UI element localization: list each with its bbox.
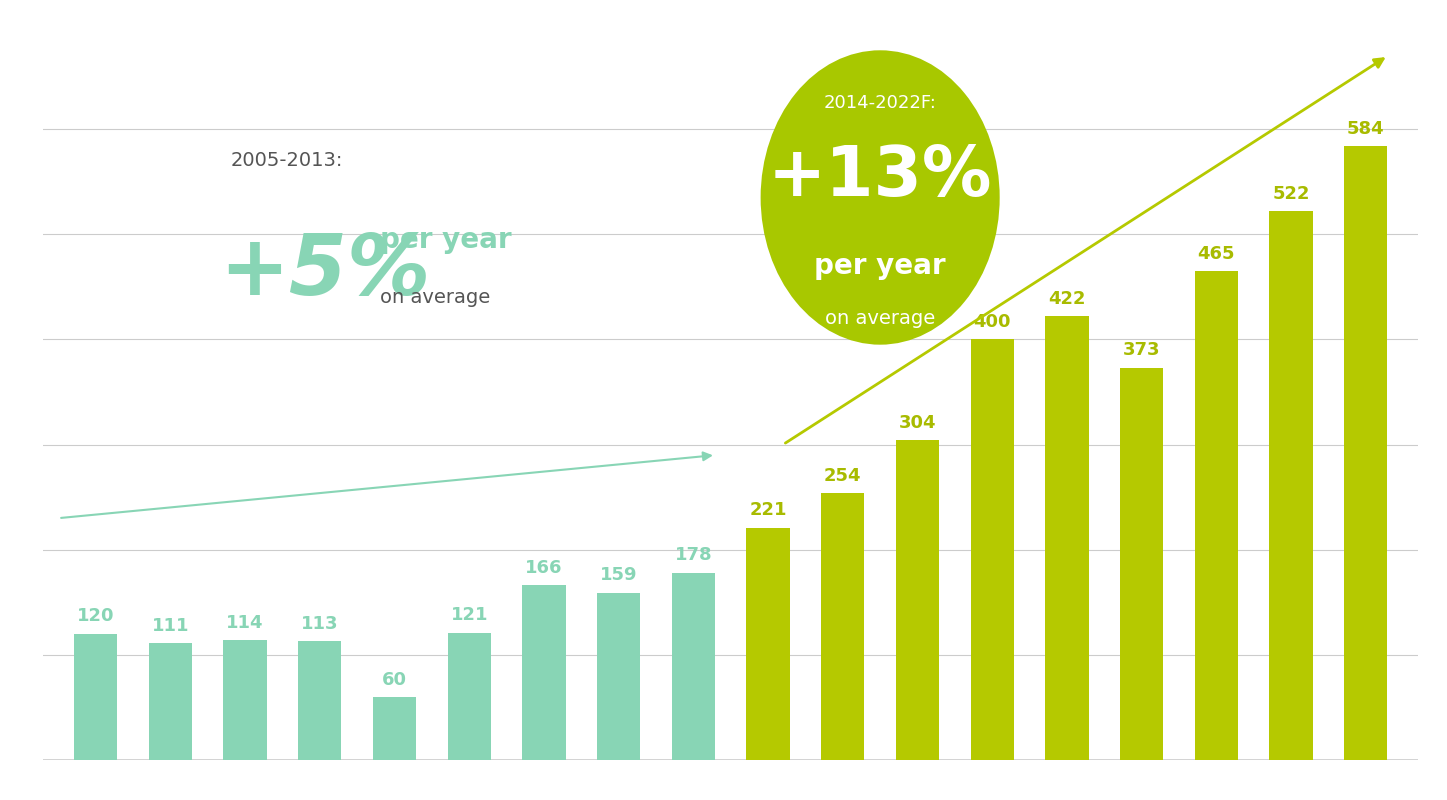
Text: 111: 111 <box>152 617 190 635</box>
Bar <box>971 339 1014 760</box>
Text: 422: 422 <box>1048 290 1085 308</box>
Text: on average: on average <box>379 288 491 307</box>
Text: 121: 121 <box>450 606 488 624</box>
Bar <box>896 440 939 760</box>
Text: 465: 465 <box>1198 245 1236 262</box>
Bar <box>1045 316 1088 760</box>
Text: 2005-2013:: 2005-2013: <box>230 151 343 170</box>
Text: 114: 114 <box>226 614 263 632</box>
Bar <box>373 697 417 760</box>
Bar <box>223 640 266 760</box>
Text: on average: on average <box>825 309 935 328</box>
Text: 304: 304 <box>899 414 936 432</box>
Text: 60: 60 <box>382 670 407 689</box>
Text: +5%: +5% <box>218 230 430 311</box>
Text: 522: 522 <box>1272 185 1310 202</box>
Bar <box>447 633 491 760</box>
Text: 2014-2022F:: 2014-2022F: <box>823 94 936 112</box>
Text: +13%: +13% <box>768 143 993 210</box>
Text: 166: 166 <box>525 559 563 577</box>
Bar <box>671 573 715 760</box>
Text: 254: 254 <box>823 466 861 485</box>
Text: 120: 120 <box>77 607 114 626</box>
Text: 178: 178 <box>674 546 712 565</box>
Text: 400: 400 <box>974 313 1011 331</box>
Bar <box>820 493 864 760</box>
Bar <box>149 643 192 760</box>
Bar <box>1195 271 1239 760</box>
Text: 113: 113 <box>301 614 339 633</box>
Bar <box>747 528 790 760</box>
Bar <box>522 586 566 760</box>
Text: per year: per year <box>379 226 511 254</box>
Bar <box>598 593 641 760</box>
Text: 221: 221 <box>750 502 787 519</box>
Ellipse shape <box>761 50 1000 345</box>
Bar <box>1344 146 1388 760</box>
Bar <box>1120 368 1163 760</box>
Bar <box>298 641 341 760</box>
Text: per year: per year <box>815 252 946 280</box>
Bar <box>1269 211 1312 760</box>
Text: 373: 373 <box>1123 342 1160 359</box>
Bar <box>74 634 117 760</box>
Text: 159: 159 <box>601 566 638 585</box>
Text: 584: 584 <box>1347 119 1385 138</box>
